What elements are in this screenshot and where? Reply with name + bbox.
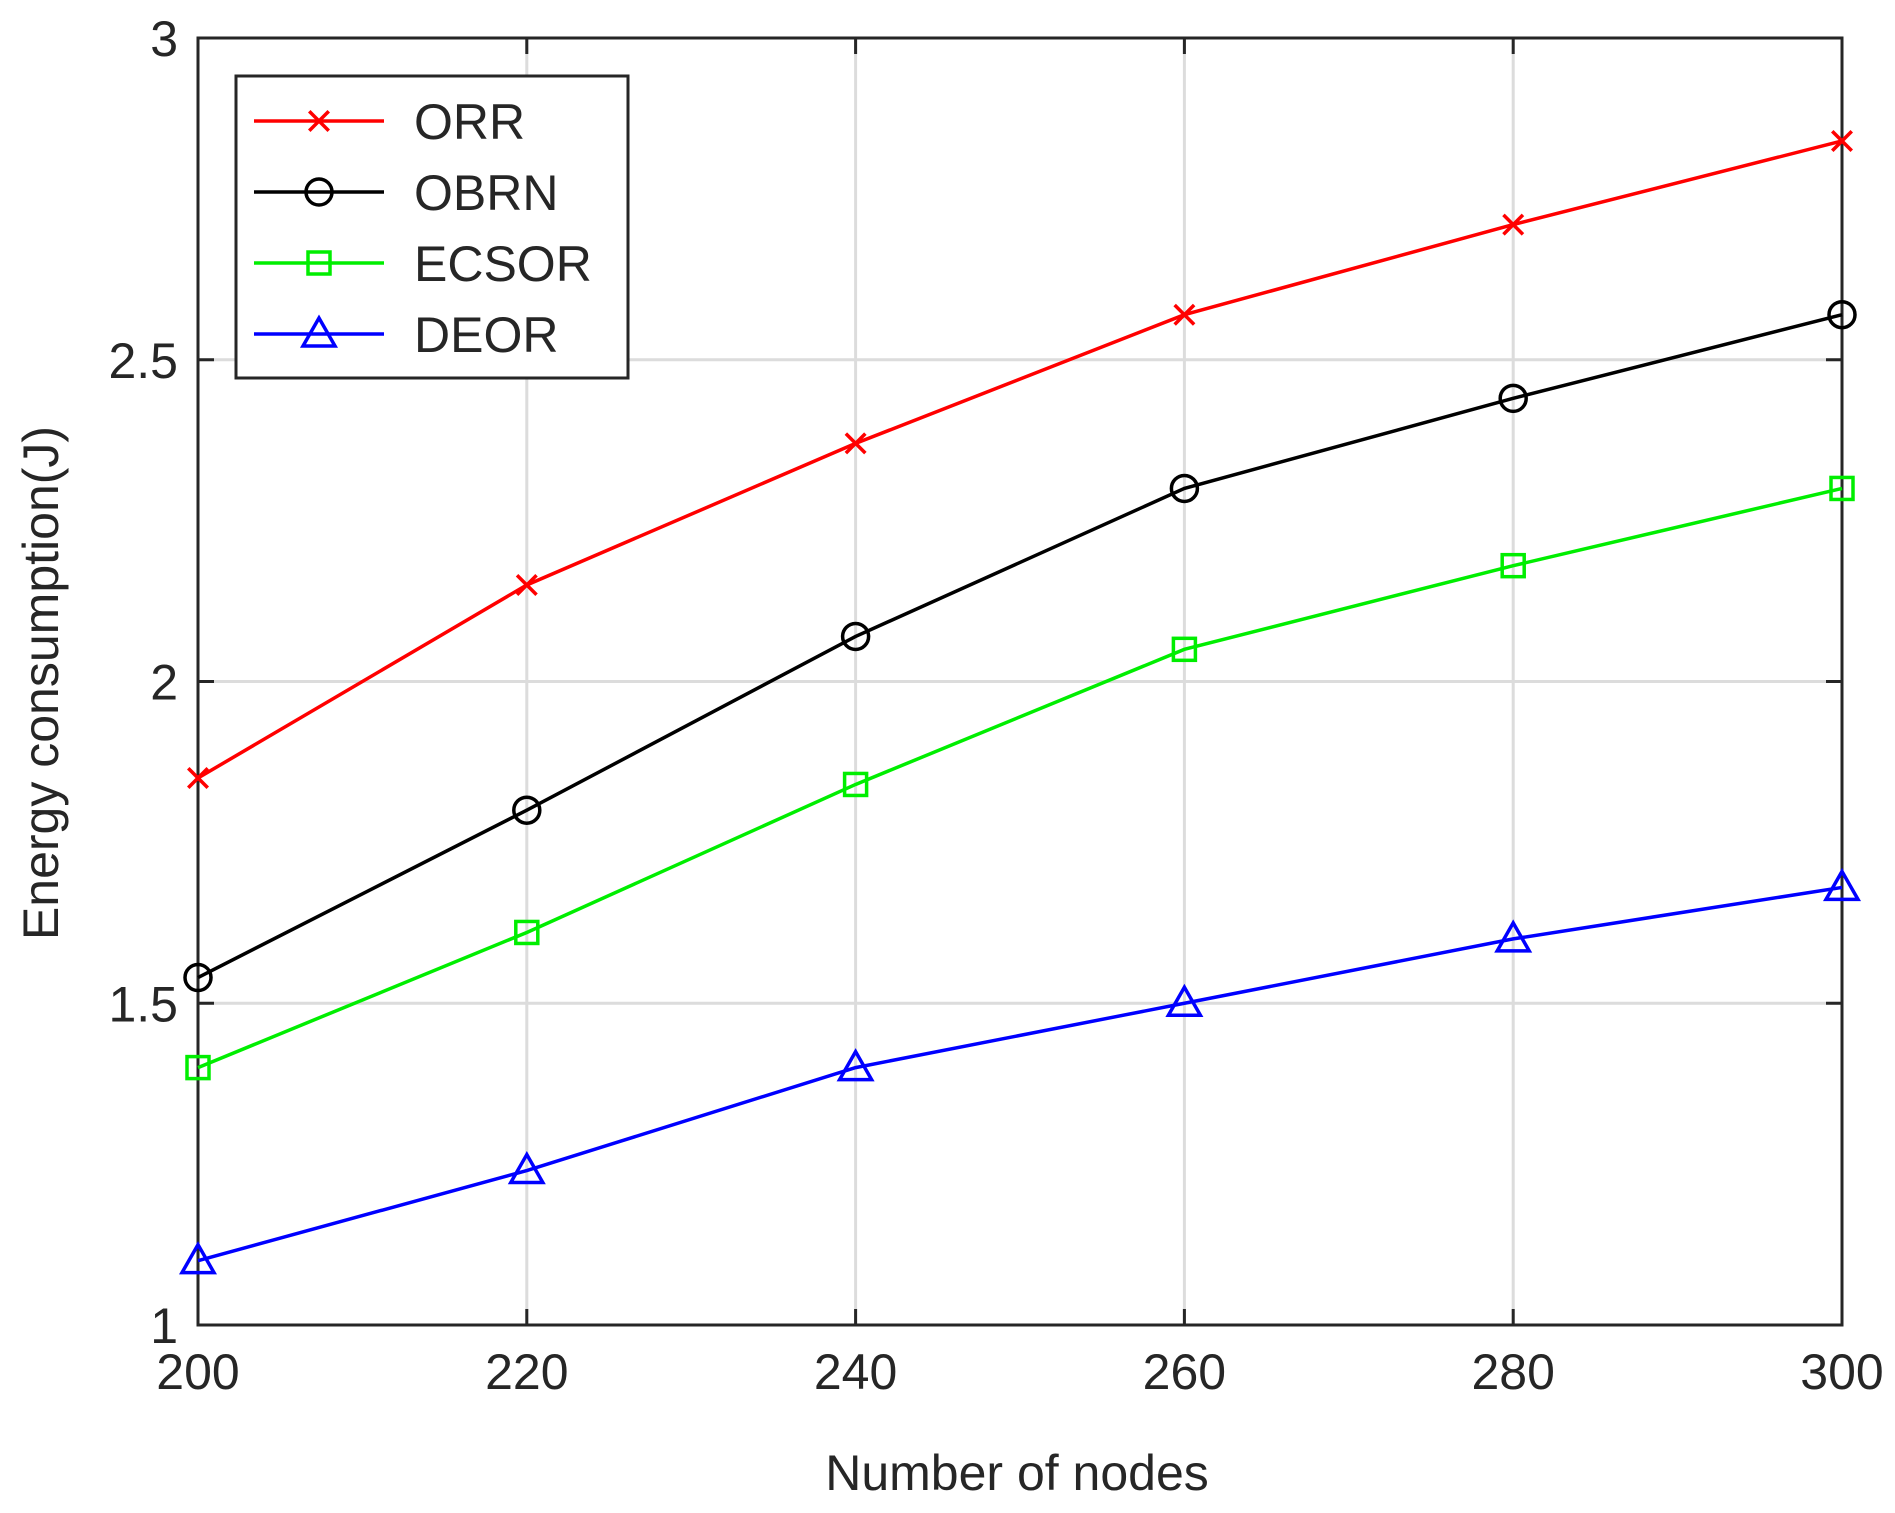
y-tick-label: 3 [150, 11, 178, 67]
data-point-orr [187, 767, 209, 790]
marker-stroke [844, 432, 867, 455]
y-axis-label: Energy consumption(J) [13, 426, 69, 940]
data-point-obrn [840, 621, 871, 652]
data-point-deor [1494, 919, 1533, 953]
series-line-deor [197, 885, 1843, 1263]
series-deor [178, 867, 1862, 1275]
axes: 200 220 240 260 280 300 1 1.5 2 2.5 3 [108, 11, 1883, 1400]
series-ecsor [185, 475, 1855, 1081]
data-point-orr [844, 432, 867, 455]
legend-label-orr: ORR [414, 94, 525, 150]
data-point-orr [1831, 129, 1853, 152]
legend-box [234, 74, 630, 380]
y-tick-label: 2.5 [108, 333, 178, 389]
data-point-obrn [1498, 383, 1528, 414]
legend-entry-obrn: OBRN [254, 165, 558, 221]
data-point-orr [515, 573, 538, 596]
data-point-ecsor [1500, 552, 1526, 579]
legend-entry-ecsor: ECSOR [254, 236, 592, 292]
data-point-ecsor [842, 771, 869, 798]
data-point-deor [1822, 867, 1862, 902]
legend-label-obrn: OBRN [414, 165, 558, 221]
data-point-obrn [512, 795, 542, 825]
marker-stroke [1831, 129, 1853, 152]
x-axis-label: Number of nodes [825, 1445, 1209, 1501]
series-line-obrn [197, 313, 1843, 980]
legend-marker-orr [308, 110, 330, 132]
y-tick-label: 1.5 [108, 976, 178, 1032]
legend-marker-ecsor [306, 250, 332, 276]
data-point-obrn [1169, 473, 1200, 504]
x-tick-label: 200 [156, 1344, 239, 1400]
legend-entry-orr: ORR [254, 94, 525, 150]
legend-marker-obrn [304, 177, 334, 207]
data-point-orr [1502, 213, 1525, 236]
x-tick-label: 300 [1800, 1344, 1883, 1400]
marker-stroke [515, 573, 538, 596]
x-tick-label: 240 [814, 1344, 897, 1400]
data-point-deor [178, 1241, 218, 1275]
data-point-deor [836, 1048, 875, 1082]
data-point-deor [1165, 983, 1204, 1017]
x-tick-label: 260 [1143, 1344, 1226, 1400]
data-point-obrn [1827, 299, 1857, 330]
marker-stroke [1502, 213, 1525, 236]
data-point-deor [507, 1151, 546, 1185]
marker-stroke [308, 110, 330, 132]
data-point-ecsor [514, 919, 540, 946]
marker-stroke [1173, 303, 1196, 326]
legend-entry-deor: DEOR [254, 307, 558, 363]
x-tick-label: 220 [485, 1344, 568, 1400]
data-point-orr [1173, 303, 1196, 326]
y-tick-label: 1 [150, 1298, 178, 1354]
legend: ORR OBRN ECSOR DEOR [234, 74, 630, 380]
legend-label-ecsor: ECSOR [414, 236, 592, 292]
series-line-orr [197, 139, 1843, 780]
series-obrn [183, 299, 1857, 993]
data-point-ecsor [185, 1054, 211, 1081]
x-tick-label: 280 [1471, 1344, 1554, 1400]
series-orr [187, 129, 1853, 790]
legend-marker-deor [299, 314, 339, 348]
marker-stroke [187, 767, 209, 790]
data-point-obrn [183, 962, 213, 993]
data-point-ecsor [1171, 636, 1198, 663]
legend-label-deor: DEOR [414, 307, 558, 363]
data-point-ecsor [1829, 475, 1855, 502]
y-tick-label: 2 [150, 655, 178, 711]
series-lines [178, 129, 1862, 1275]
series-line-ecsor [197, 486, 1843, 1070]
